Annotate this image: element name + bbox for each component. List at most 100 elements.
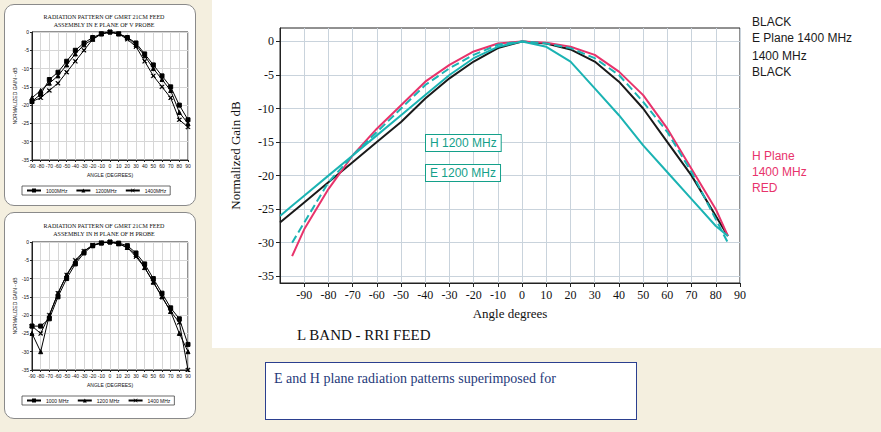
svg-text:40: 40 bbox=[613, 288, 625, 302]
svg-text:-60: -60 bbox=[369, 288, 385, 302]
svg-text:-35: -35 bbox=[258, 269, 274, 283]
svg-text:-80: -80 bbox=[37, 163, 44, 169]
svg-text:H 1200 MHz: H 1200 MHz bbox=[430, 136, 497, 150]
svg-text:BLACK: BLACK bbox=[752, 15, 791, 29]
svg-text:10: 10 bbox=[116, 373, 122, 379]
svg-text:ANGLE (DEGREES): ANGLE (DEGREES) bbox=[87, 172, 133, 178]
svg-text:0: 0 bbox=[268, 34, 274, 48]
svg-text:-30: -30 bbox=[80, 373, 87, 379]
svg-text:-20: -20 bbox=[89, 373, 96, 379]
svg-text:1400 MHz: 1400 MHz bbox=[752, 49, 807, 63]
svg-text:1400MHz: 1400MHz bbox=[145, 188, 167, 194]
svg-text:-50: -50 bbox=[63, 373, 70, 379]
svg-text:H Plane: H Plane bbox=[752, 149, 795, 163]
svg-text:0: 0 bbox=[26, 239, 29, 245]
svg-text:30: 30 bbox=[589, 288, 601, 302]
svg-text:NORMALIZED GAIN - dB: NORMALIZED GAIN - dB bbox=[12, 67, 18, 125]
svg-text:-5: -5 bbox=[25, 47, 30, 53]
svg-text:0: 0 bbox=[109, 163, 112, 169]
svg-text:-80: -80 bbox=[37, 373, 44, 379]
svg-text:1400 MHz: 1400 MHz bbox=[148, 398, 171, 404]
svg-text:70: 70 bbox=[168, 163, 174, 169]
svg-text:1200MHz: 1200MHz bbox=[95, 188, 117, 194]
svg-text:-20: -20 bbox=[22, 312, 29, 318]
svg-text:10: 10 bbox=[540, 288, 552, 302]
svg-text:Angle degrees: Angle degrees bbox=[473, 306, 548, 321]
svg-text:1000 MHz: 1000 MHz bbox=[46, 398, 69, 404]
svg-text:30: 30 bbox=[133, 163, 139, 169]
svg-text:-90: -90 bbox=[28, 373, 35, 379]
svg-text:-40: -40 bbox=[72, 373, 79, 379]
svg-text:80: 80 bbox=[710, 288, 722, 302]
svg-text:20: 20 bbox=[125, 373, 131, 379]
svg-text:30: 30 bbox=[133, 373, 139, 379]
svg-text:-20: -20 bbox=[22, 102, 29, 108]
svg-text:50: 50 bbox=[637, 288, 649, 302]
svg-text:-20: -20 bbox=[258, 169, 274, 183]
svg-text:-30: -30 bbox=[22, 349, 29, 355]
svg-text:-10: -10 bbox=[98, 163, 105, 169]
svg-text:-10: -10 bbox=[22, 276, 29, 282]
svg-text:-40: -40 bbox=[72, 163, 79, 169]
svg-text:80: 80 bbox=[177, 373, 183, 379]
svg-text:40: 40 bbox=[142, 373, 148, 379]
svg-text:50: 50 bbox=[151, 163, 157, 169]
svg-text:-40: -40 bbox=[417, 288, 433, 302]
svg-text:-70: -70 bbox=[46, 163, 53, 169]
svg-text:1200 MHz: 1200 MHz bbox=[97, 398, 120, 404]
svg-text:-30: -30 bbox=[258, 236, 274, 250]
svg-text:-5: -5 bbox=[25, 257, 30, 263]
svg-text:90: 90 bbox=[185, 163, 191, 169]
svg-text:-10: -10 bbox=[22, 66, 29, 72]
svg-text:-25: -25 bbox=[22, 120, 29, 126]
svg-text:20: 20 bbox=[565, 288, 577, 302]
svg-text:Normalized Gain dB: Normalized Gain dB bbox=[228, 101, 243, 210]
svg-text:-80: -80 bbox=[320, 288, 336, 302]
svg-text:0: 0 bbox=[26, 29, 29, 35]
svg-text:-90: -90 bbox=[28, 163, 35, 169]
svg-text:-50: -50 bbox=[393, 288, 409, 302]
svg-text:-90: -90 bbox=[296, 288, 312, 302]
svg-text:90: 90 bbox=[185, 373, 191, 379]
svg-text:0: 0 bbox=[109, 373, 112, 379]
svg-text:-10: -10 bbox=[98, 373, 105, 379]
svg-text:1400 MHz: 1400 MHz bbox=[752, 165, 807, 179]
svg-text:90: 90 bbox=[734, 288, 746, 302]
svg-text:70: 70 bbox=[168, 373, 174, 379]
svg-text:70: 70 bbox=[686, 288, 698, 302]
svg-text:RED: RED bbox=[752, 181, 778, 195]
svg-text:-50: -50 bbox=[63, 163, 70, 169]
svg-text:-20: -20 bbox=[466, 288, 482, 302]
svg-text:-10: -10 bbox=[258, 102, 274, 116]
svg-text:50: 50 bbox=[151, 373, 157, 379]
svg-text:-15: -15 bbox=[258, 135, 274, 149]
svg-text:RADIATION PATTERN OF GMRT 21CM: RADIATION PATTERN OF GMRT 21CM FEED bbox=[44, 223, 165, 229]
svg-text:60: 60 bbox=[661, 288, 673, 302]
svg-text:NORMALIZED GAIN - dB: NORMALIZED GAIN - dB bbox=[12, 277, 18, 335]
svg-text:-25: -25 bbox=[258, 202, 274, 216]
svg-text:0: 0 bbox=[519, 288, 525, 302]
svg-text:E 1200 MHz: E 1200 MHz bbox=[430, 166, 496, 180]
svg-text:80: 80 bbox=[177, 163, 183, 169]
svg-text:40: 40 bbox=[142, 163, 148, 169]
svg-text:BLACK: BLACK bbox=[752, 65, 791, 79]
svg-text:RADIATION PATTERN OF GMRT 21CM: RADIATION PATTERN OF GMRT 21CM FEED bbox=[44, 14, 165, 20]
svg-text:1000MHz: 1000MHz bbox=[46, 188, 68, 194]
svg-text:-15: -15 bbox=[22, 84, 29, 90]
svg-text:E Plane 1400 MHz: E Plane 1400 MHz bbox=[752, 31, 852, 45]
svg-text:10: 10 bbox=[116, 163, 122, 169]
svg-text:-25: -25 bbox=[22, 330, 29, 336]
svg-text:-70: -70 bbox=[46, 373, 53, 379]
svg-text:-70: -70 bbox=[345, 288, 361, 302]
svg-text:ANGLE (DEGREES): ANGLE (DEGREES) bbox=[87, 382, 133, 388]
svg-text:-60: -60 bbox=[54, 163, 61, 169]
svg-text:-60: -60 bbox=[54, 373, 61, 379]
svg-text:60: 60 bbox=[159, 163, 165, 169]
svg-text:ASSEMBLY IN E PLANE OF V PROBE: ASSEMBLY IN E PLANE OF V PROBE bbox=[54, 22, 155, 28]
svg-text:-20: -20 bbox=[89, 163, 96, 169]
svg-text:60: 60 bbox=[159, 373, 165, 379]
svg-text:-10: -10 bbox=[490, 288, 506, 302]
svg-text:-15: -15 bbox=[22, 294, 29, 300]
svg-text:-30: -30 bbox=[441, 288, 457, 302]
svg-text:-5: -5 bbox=[264, 68, 274, 82]
